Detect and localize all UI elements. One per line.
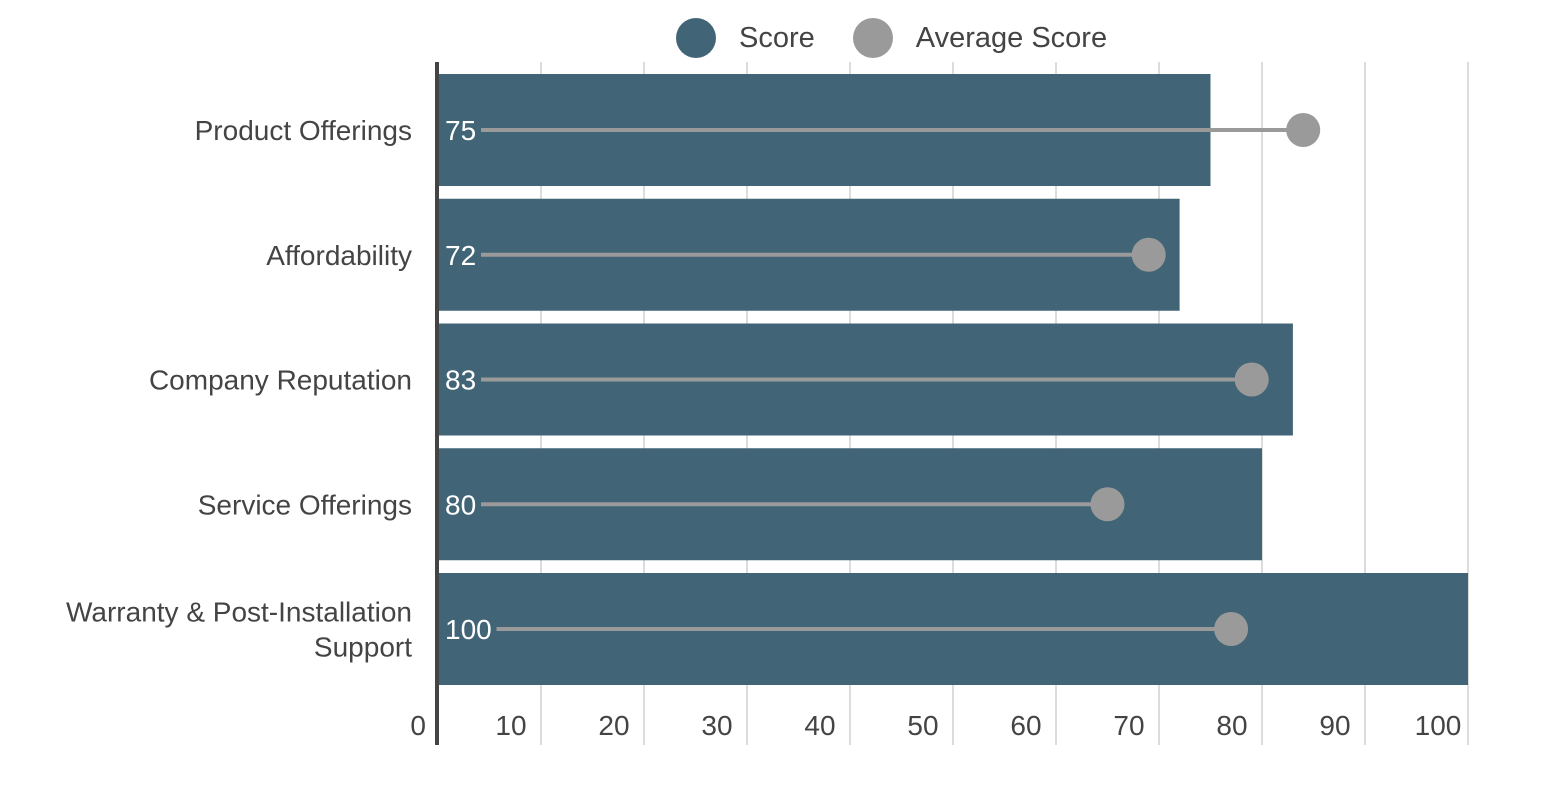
avg-score-dot-4 bbox=[1214, 612, 1249, 646]
avg-score-dot-3 bbox=[1090, 487, 1125, 522]
x-tick-label-30: 30 bbox=[701, 710, 732, 741]
legend-swatch-average-score bbox=[852, 18, 893, 58]
category-label-2: Company Reputation bbox=[149, 365, 412, 396]
legend: Score Average Score bbox=[676, 18, 1145, 58]
x-tick-label-60: 60 bbox=[1010, 710, 1041, 741]
category-label-4: Warranty & Post-Installation Support bbox=[66, 597, 412, 663]
avg-score-dot-1 bbox=[1131, 237, 1166, 272]
x-tick-label-90: 90 bbox=[1319, 710, 1350, 741]
avg-score-dot-2 bbox=[1234, 362, 1269, 397]
category-label-3: Service Offerings bbox=[198, 489, 412, 520]
category-label-1: Affordability bbox=[266, 240, 412, 271]
data-label-1: 72 bbox=[445, 240, 476, 271]
x-tick-label-80: 80 bbox=[1216, 710, 1247, 741]
legend-label-score: Score bbox=[739, 21, 815, 54]
x-tick-label-50: 50 bbox=[907, 710, 938, 741]
data-label-2: 83 bbox=[445, 365, 476, 396]
x-tick-label-70: 70 bbox=[1113, 710, 1144, 741]
data-label-3: 80 bbox=[445, 489, 476, 520]
x-tick-label-100: 100 bbox=[1415, 710, 1462, 741]
legend-item-score: Score bbox=[676, 18, 815, 58]
legend-label-average-score: Average Score bbox=[915, 21, 1108, 54]
x-tick-label-40: 40 bbox=[804, 710, 835, 741]
x-tick-label-10: 10 bbox=[495, 710, 526, 741]
x-tick-label-0: 0 bbox=[410, 710, 426, 741]
data-label-0: 75 bbox=[445, 115, 476, 146]
data-label-4: 100 bbox=[445, 614, 492, 645]
legend-swatch-score bbox=[676, 18, 716, 58]
x-tick-label-20: 20 bbox=[598, 710, 629, 741]
legend-item-average-score: Average Score bbox=[852, 18, 1108, 58]
category-label-0: Product Offerings bbox=[195, 115, 412, 146]
avg-score-dot-0 bbox=[1286, 113, 1321, 147]
